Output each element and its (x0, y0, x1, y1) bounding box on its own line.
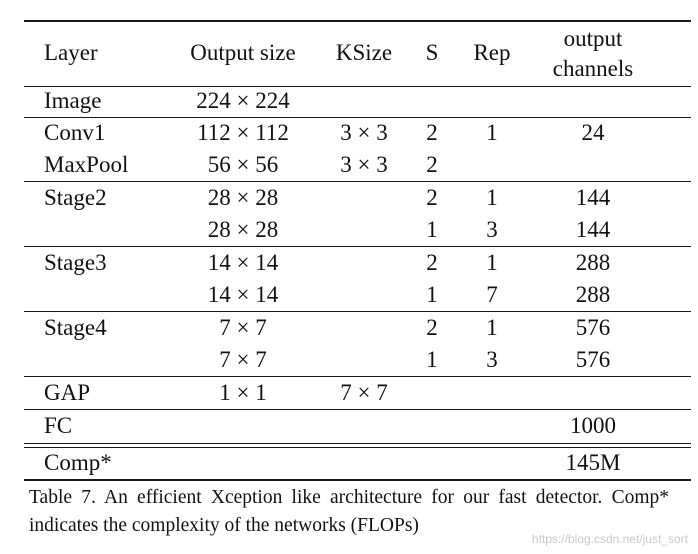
cell-output-size: 7 × 7 (219, 347, 267, 372)
header-channels-line1: output (563, 26, 623, 51)
row-rule (24, 117, 691, 118)
cell-rep: 1 (486, 250, 498, 275)
cell-s: 2 (426, 315, 438, 340)
cell-ksize: 3 × 3 (340, 152, 388, 177)
cell-rep: 1 (486, 185, 498, 210)
row-rule (24, 376, 691, 377)
header-output-size: Output size (190, 40, 296, 65)
table-caption: Table 7. An efficient Xception like arch… (29, 487, 669, 536)
cell-rep: 1 (486, 315, 498, 340)
cell-rep: 1 (486, 120, 498, 145)
row-rule (24, 409, 691, 410)
cell-s: 1 (426, 217, 438, 242)
cell-s: 1 (426, 282, 438, 307)
cell-channels: 288 (575, 250, 611, 275)
cell-output-size: 56 × 56 (207, 152, 279, 177)
table-bottom-rule (24, 479, 691, 481)
cell-output-size: 14 × 14 (207, 282, 279, 307)
cell-layer: Stage4 (44, 315, 107, 340)
cell-channels: 1000 (570, 413, 616, 438)
cell-channels: 576 (575, 315, 611, 340)
header-s: S (425, 40, 439, 65)
cell-channels: 144 (575, 185, 611, 210)
watermark: https://blog.csdn.net/just_sort (531, 532, 688, 546)
double-rule-upper (24, 443, 691, 444)
cell-output-size: 112 × 112 (197, 120, 289, 145)
header-channels-line2: channels (552, 56, 634, 81)
header-ksize: KSize (335, 40, 393, 65)
cell-output-size: 14 × 14 (207, 250, 279, 275)
cell-s: 2 (426, 152, 438, 177)
header-output-channels: output channels (534, 24, 652, 84)
cell-layer: Conv1 (44, 120, 106, 145)
cell-layer: Stage2 (44, 185, 107, 210)
cell-layer: Stage3 (44, 250, 107, 275)
cell-channels: 576 (575, 347, 611, 372)
cell-output-size: 1 × 1 (219, 380, 267, 405)
cell-layer: MaxPool (44, 152, 129, 177)
cell-s: 2 (426, 185, 438, 210)
cell-channels: 288 (575, 282, 611, 307)
cell-rep: 3 (486, 347, 498, 372)
cell-layer: Image (44, 88, 102, 113)
cell-output-size: 7 × 7 (219, 315, 267, 340)
cell-layer: FC (44, 413, 73, 438)
table-top-rule (24, 20, 691, 22)
cell-channels: 24 (581, 120, 605, 145)
cell-rep: 7 (486, 282, 498, 307)
cell-channels: 145M (565, 450, 621, 475)
double-rule-lower (24, 447, 691, 448)
cell-ksize: 3 × 3 (340, 120, 388, 145)
row-rule (24, 246, 691, 247)
cell-layer: GAP (44, 380, 91, 405)
header-rule (24, 86, 691, 87)
cell-output-size: 28 × 28 (207, 185, 279, 210)
cell-ksize: 7 × 7 (340, 380, 388, 405)
cell-output-size: 224 × 224 (196, 88, 290, 113)
header-rep: Rep (473, 40, 511, 65)
cell-channels: 144 (575, 217, 611, 242)
cell-s: 1 (426, 347, 438, 372)
architecture-table: Layer Output size KSize S Rep output cha… (24, 20, 691, 482)
cell-rep: 3 (486, 217, 498, 242)
row-rule (24, 181, 691, 182)
cell-layer: Comp* (44, 450, 112, 475)
row-rule (24, 311, 691, 312)
header-layer: Layer (44, 40, 98, 65)
cell-output-size: 28 × 28 (207, 217, 279, 242)
cell-s: 2 (426, 120, 438, 145)
cell-s: 2 (426, 250, 438, 275)
